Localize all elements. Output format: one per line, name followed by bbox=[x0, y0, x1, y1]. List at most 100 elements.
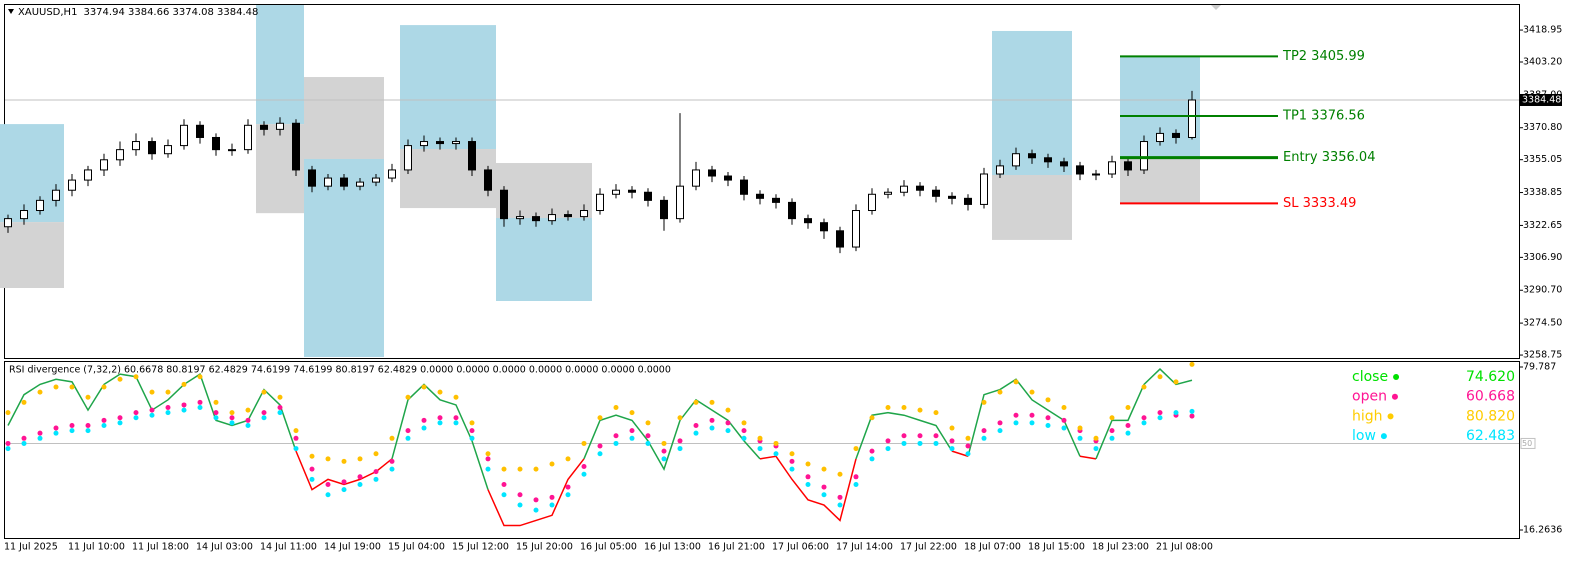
candle-body bbox=[116, 149, 124, 161]
rsi-dot bbox=[1013, 412, 1019, 418]
rsi-dot bbox=[901, 440, 907, 446]
rsi-dot bbox=[629, 435, 635, 441]
rsi-dot bbox=[501, 466, 507, 472]
rsi-dot bbox=[501, 492, 507, 498]
time-label: 14 Jul 11:00 bbox=[260, 542, 317, 553]
rsi-dot bbox=[565, 484, 571, 490]
candle-body bbox=[500, 189, 508, 220]
rsi-dot bbox=[421, 425, 427, 431]
time-label: 11 Jul 10:00 bbox=[68, 542, 125, 553]
rsi-dot bbox=[821, 466, 827, 472]
rsi-dot bbox=[373, 451, 379, 457]
rsi-dot bbox=[341, 479, 347, 485]
rsi-dot bbox=[997, 389, 1003, 395]
candle-body bbox=[932, 189, 940, 197]
legend-dot bbox=[1393, 374, 1400, 380]
rsi-dot bbox=[1157, 415, 1163, 421]
candle-body bbox=[564, 214, 572, 218]
rsi-dot bbox=[1029, 389, 1035, 395]
rsi-dot bbox=[1125, 430, 1131, 436]
rsi-dot bbox=[181, 381, 187, 387]
candle-body bbox=[1044, 157, 1052, 163]
rsi-dot bbox=[805, 474, 811, 480]
rsi-dot bbox=[357, 481, 363, 487]
candle-body bbox=[676, 185, 684, 220]
trade-level-label: TP2 3405.99 bbox=[1282, 49, 1365, 64]
candle-body bbox=[1028, 153, 1036, 159]
candle-body bbox=[644, 191, 652, 201]
rsi-line bbox=[967, 378, 1081, 457]
zone-box bbox=[1120, 157, 1200, 204]
trade-level-label: Entry 3356.04 bbox=[1283, 150, 1375, 165]
time-label: 11 Jul 18:00 bbox=[132, 542, 189, 553]
rsi-dot bbox=[725, 428, 731, 434]
rsi-dot bbox=[837, 471, 843, 477]
rsi-dot bbox=[757, 446, 763, 452]
rsi-dot bbox=[261, 389, 267, 395]
rsi-dot bbox=[85, 394, 91, 400]
rsi-dot bbox=[293, 446, 299, 452]
rsi-dot bbox=[1157, 374, 1163, 380]
rsi-dot bbox=[1093, 435, 1099, 441]
rsi-dot bbox=[613, 433, 619, 439]
rsi-dot bbox=[21, 440, 27, 446]
zone-box bbox=[400, 25, 496, 150]
legend-dot bbox=[1387, 413, 1394, 420]
rsi-dot bbox=[165, 410, 171, 416]
time-label: 18 Jul 07:00 bbox=[964, 542, 1021, 553]
rsi-dot bbox=[645, 420, 651, 426]
rsi-dot bbox=[53, 384, 59, 390]
rsi-dot bbox=[533, 466, 539, 472]
rsi-dot bbox=[1077, 425, 1083, 431]
rsi-dot bbox=[693, 399, 699, 405]
rsi-dot bbox=[981, 428, 987, 434]
y-tick-label: 3355.05 bbox=[1523, 154, 1562, 165]
candle-body bbox=[804, 218, 812, 224]
candle-body bbox=[820, 222, 828, 232]
rsi-dot bbox=[53, 430, 59, 436]
rsi-dot bbox=[693, 422, 699, 428]
rsi-dot bbox=[741, 435, 747, 441]
rsi-dot bbox=[149, 389, 155, 395]
rsi-dot bbox=[181, 402, 187, 408]
rsi-dot bbox=[325, 492, 331, 498]
rsi-dot bbox=[261, 415, 267, 421]
rsi-dot bbox=[389, 435, 395, 441]
rsi-dot bbox=[101, 384, 107, 390]
rsi-dot bbox=[901, 433, 907, 439]
time-label: 11 Jul 2025 bbox=[4, 542, 58, 553]
rsi-dot bbox=[741, 420, 747, 426]
candle-body bbox=[148, 141, 156, 155]
zone-box bbox=[304, 77, 384, 159]
rsi-line bbox=[951, 450, 969, 457]
rsi-dot bbox=[725, 407, 731, 413]
candle-body bbox=[868, 193, 876, 212]
candle-body bbox=[212, 136, 220, 151]
rsi-dot bbox=[629, 410, 635, 416]
candle-body bbox=[84, 169, 92, 181]
rsi-dot bbox=[581, 464, 587, 470]
rsi-dot bbox=[789, 458, 795, 464]
rsi-dot bbox=[837, 494, 843, 500]
time-label: 15 Jul 12:00 bbox=[452, 542, 509, 553]
candle-body bbox=[292, 122, 300, 171]
candle-body bbox=[324, 177, 332, 187]
indicator-title: RSI divergence (7,32,2) 60.6678 80.8197 … bbox=[9, 365, 671, 376]
rsi-dot bbox=[1045, 415, 1051, 421]
candle-body bbox=[468, 141, 476, 171]
candle-body bbox=[244, 124, 252, 151]
rsi-dot bbox=[149, 412, 155, 418]
rsi-dot bbox=[373, 469, 379, 475]
rsi-dot bbox=[517, 492, 523, 498]
rsi-dot bbox=[149, 407, 155, 413]
rsi-dot bbox=[629, 428, 635, 434]
rsi-dot bbox=[341, 458, 347, 464]
time-label: 14 Jul 19:00 bbox=[324, 542, 381, 553]
rsi-dot bbox=[885, 446, 891, 452]
rsi-dot bbox=[1109, 428, 1115, 434]
symbol-menu[interactable] bbox=[8, 9, 14, 14]
rsi-dot bbox=[5, 440, 11, 446]
rsi-dot bbox=[853, 481, 859, 487]
rsi-dot bbox=[901, 405, 907, 411]
rsi-dot bbox=[85, 428, 91, 434]
